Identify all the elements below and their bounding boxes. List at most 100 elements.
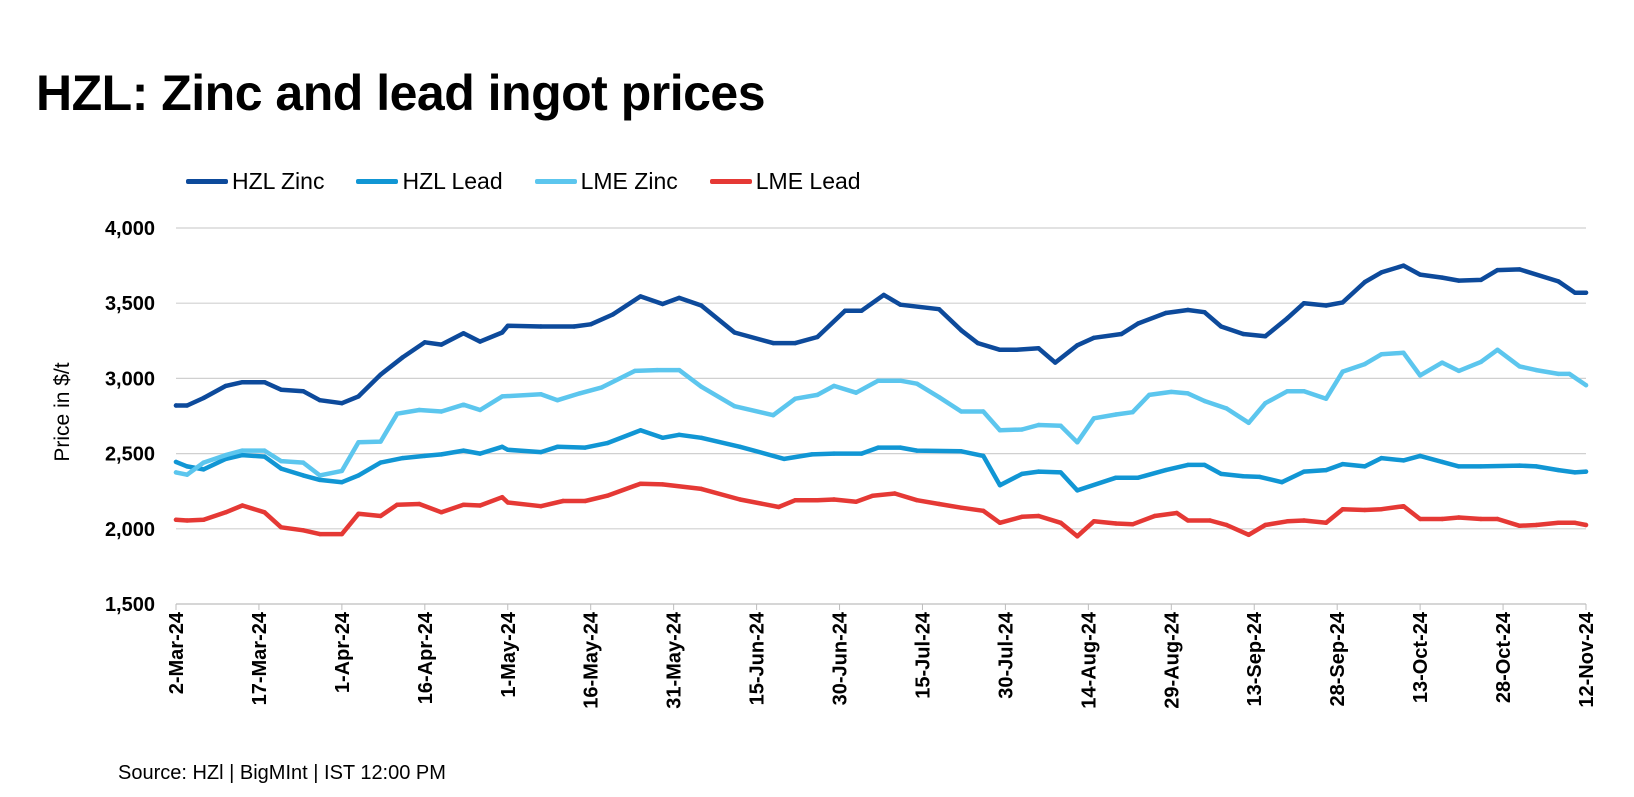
data-point-hzl-zinc (505, 323, 510, 328)
data-point-lme-zinc (699, 384, 704, 389)
data-point-lme-zinc (1202, 398, 1207, 404)
data-point-lme-zinc (771, 413, 776, 418)
data-point-lme-lead (1301, 518, 1307, 523)
data-point-lme-zinc (378, 439, 383, 444)
data-point-hzl-lead (240, 452, 245, 458)
data-point-lme-lead (1478, 516, 1484, 522)
data-point-hzl-zinc (881, 292, 886, 298)
data-point-hzl-zinc (439, 342, 444, 347)
data-point-lme-lead (500, 495, 505, 500)
x-tick-label: 31-May-24 (664, 611, 686, 709)
data-point-lme-zinc (1263, 401, 1268, 406)
data-point-hzl-lead (1058, 470, 1063, 475)
data-point-hzl-zinc (677, 295, 682, 301)
data-point-lme-lead (1583, 522, 1589, 528)
data-point-hzl-zinc (1379, 270, 1384, 275)
data-point-hzl-zinc (1456, 278, 1462, 283)
data-point-lme-zinc (1224, 406, 1229, 411)
data-point-hzl-zinc (1135, 321, 1141, 326)
data-point-lme-lead (1058, 520, 1063, 525)
data-point-hzl-zinc (1417, 272, 1423, 277)
data-point-lme-lead (378, 513, 383, 519)
data-point-hzl-zinc (1091, 335, 1097, 340)
data-point-lme-lead (317, 531, 322, 537)
data-point-hzl-zinc (638, 294, 643, 299)
data-point-hzl-lead (1417, 453, 1423, 459)
data-point-hzl-zinc (477, 339, 483, 344)
data-point-lme-lead (892, 491, 897, 496)
series-line-lme-lead (173, 481, 1589, 539)
data-point-lme-lead (936, 501, 942, 507)
legend-item-lme-zinc: LME Zinc (534, 168, 678, 195)
x-tick-label: 16-May-24 (581, 611, 603, 709)
data-point-lme-lead (1113, 521, 1119, 526)
data-point-lme-zinc (1147, 392, 1152, 398)
data-point-hzl-zinc (1036, 346, 1041, 351)
data-point-lme-zinc (1583, 383, 1589, 388)
data-point-lme-zinc (898, 378, 903, 383)
data-point-hzl-lead (201, 467, 206, 472)
data-point-lme-lead (240, 503, 245, 508)
data-point-hzl-lead (914, 448, 920, 453)
data-point-lme-zinc (997, 428, 1003, 433)
data-point-lme-lead (959, 505, 964, 510)
data-point-lme-lead (853, 499, 859, 504)
data-point-lme-zinc (339, 468, 345, 474)
data-point-lme-lead (815, 498, 820, 503)
data-point-lme-lead (737, 497, 743, 502)
data-point-hzl-zinc (1014, 347, 1019, 352)
data-point-lme-lead (1130, 522, 1135, 527)
data-point-lme-lead (1091, 519, 1097, 524)
data-point-hzl-lead (439, 452, 444, 457)
legend-item-hzl-lead: HZL Lead (356, 168, 503, 195)
data-point-hzl-lead (1202, 462, 1207, 468)
data-point-lme-lead (870, 493, 875, 498)
y-tick-label: 3,000 (105, 368, 155, 390)
legend-label-lme-zinc: LME Zinc (580, 168, 678, 194)
data-point-lme-zinc (959, 409, 964, 414)
data-point-lme-zinc (1478, 359, 1484, 365)
data-point-lme-lead (417, 501, 422, 507)
data-point-hzl-lead (898, 445, 903, 450)
data-point-lme-lead (1323, 520, 1329, 525)
data-point-hzl-zinc (1218, 324, 1224, 329)
data-point-hzl-lead (1257, 474, 1263, 480)
data-point-lme-lead (793, 498, 798, 503)
data-point-hzl-zinc (378, 372, 383, 377)
data-point-hzl-lead (1478, 464, 1484, 469)
data-point-lme-zinc (831, 383, 837, 389)
data-point-lme-lead (1174, 510, 1180, 516)
data-point-lme-zinc (301, 460, 306, 465)
data-point-hzl-lead (782, 456, 787, 462)
data-point-lme-lead (1401, 504, 1406, 509)
data-point-lme-zinc (1362, 361, 1368, 367)
data-point-hzl-lead (605, 440, 610, 446)
data-point-hzl-lead (1036, 469, 1041, 474)
data-point-hzl-zinc (301, 389, 306, 394)
data-point-hzl-lead (1279, 480, 1285, 485)
x-tick-label: 30-Jul-24 (995, 611, 1017, 699)
data-point-hzl-zinc (975, 340, 980, 346)
legend-swatch-lme-lead (709, 179, 752, 184)
data-point-lme-lead (1556, 520, 1561, 525)
data-point-hzl-lead (400, 455, 405, 461)
data-point-hzl-lead (538, 449, 544, 455)
data-point-hzl-zinc (262, 380, 267, 385)
data-point-lme-lead (638, 481, 643, 486)
data-point-hzl-lead (1379, 455, 1384, 461)
data-point-lme-zinc (1019, 427, 1025, 432)
data-point-lme-lead (997, 520, 1003, 525)
data-point-lme-zinc (876, 378, 881, 383)
data-point-lme-lead (1495, 516, 1500, 522)
data-point-lme-lead (981, 508, 986, 513)
data-point-lme-lead (461, 502, 466, 507)
data-point-lme-lead (278, 525, 284, 530)
data-point-lme-lead (1456, 515, 1462, 520)
data-point-hzl-zinc (1517, 267, 1522, 272)
y-tick-label: 2,000 (105, 519, 155, 541)
data-point-lme-zinc (1440, 360, 1445, 365)
data-point-lme-zinc (240, 448, 245, 453)
data-point-hzl-lead (699, 435, 704, 440)
data-point-lme-zinc (1091, 416, 1097, 421)
data-point-lme-lead (914, 498, 920, 503)
